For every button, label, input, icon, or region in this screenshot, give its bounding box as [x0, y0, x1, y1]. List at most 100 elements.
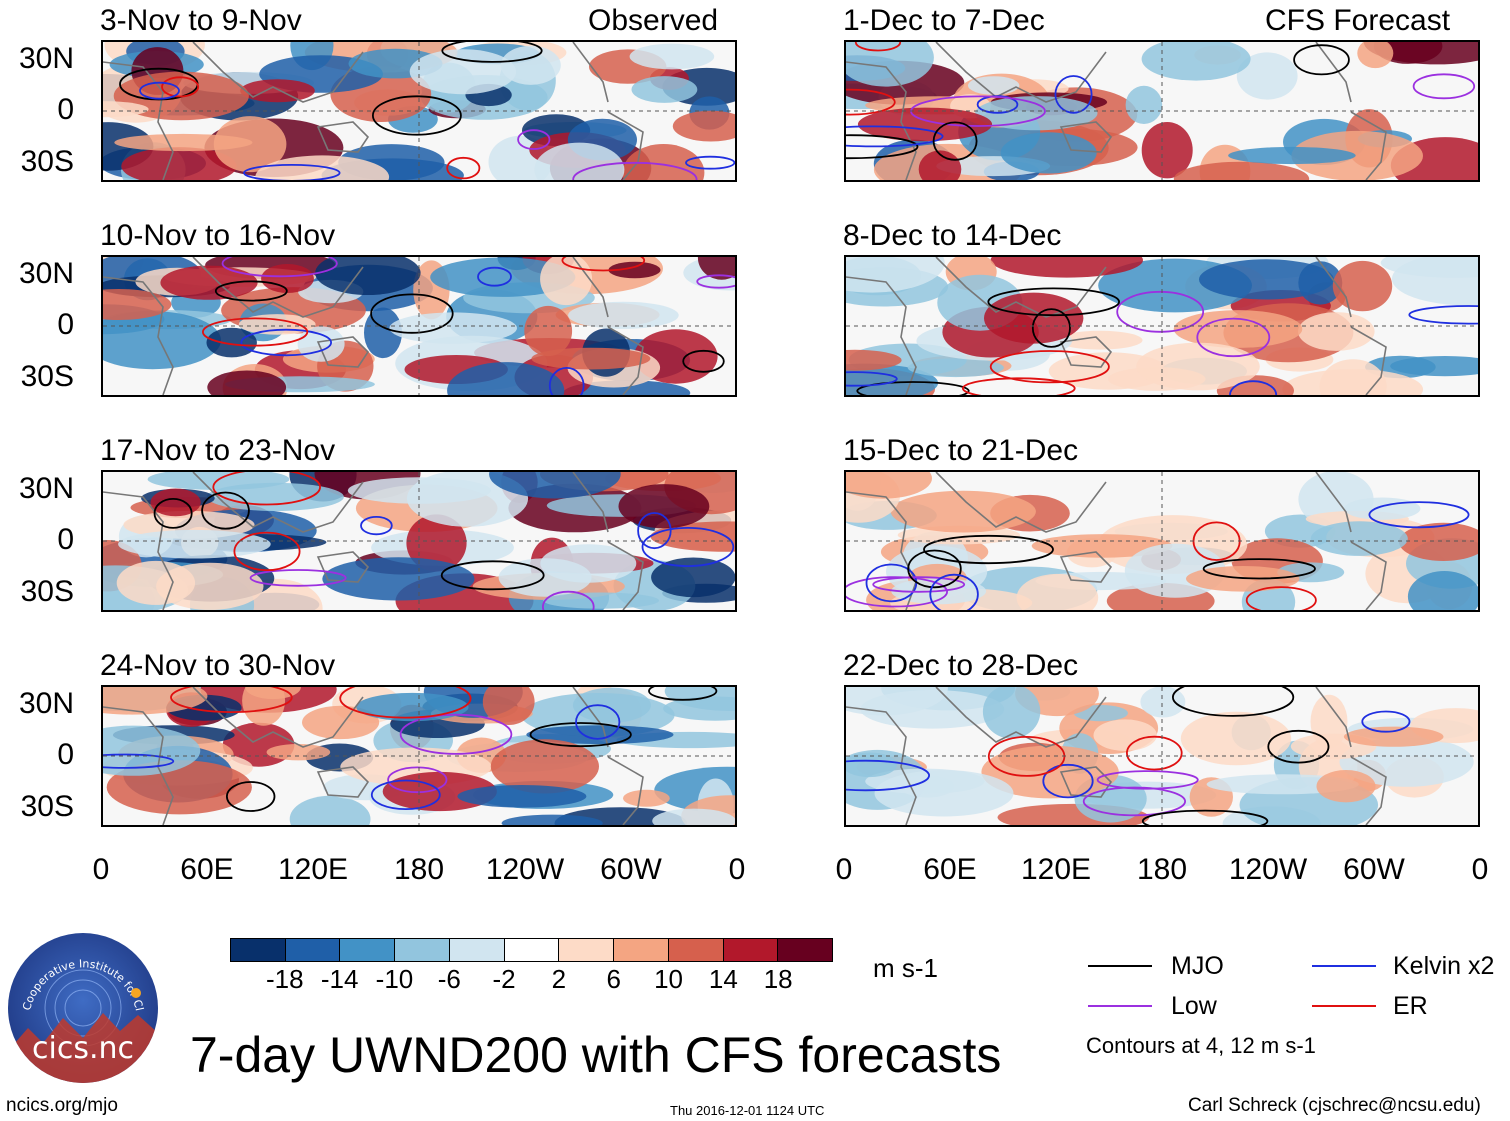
coastline [103, 276, 174, 395]
contour-line [648, 687, 718, 701]
logo-text: cics.nc [32, 1031, 134, 1066]
contour-line [170, 687, 293, 713]
contour-line [212, 472, 321, 506]
coastline [846, 491, 917, 610]
anomaly-blob [261, 264, 314, 293]
coastline [1315, 42, 1352, 103]
coastline [607, 111, 644, 180]
contour-line [872, 576, 966, 593]
anomaly-blob [846, 472, 932, 499]
colorbar [230, 938, 833, 962]
colorbar-swatch [340, 939, 396, 961]
colorbar-tick-label: -14 [320, 964, 359, 994]
contour-line [161, 76, 200, 98]
anomaly-blob [652, 808, 735, 825]
coastline [607, 756, 644, 825]
anomaly-blob [534, 142, 625, 180]
anomaly-blob [846, 257, 945, 293]
map-panel-forecast-1 [844, 40, 1480, 182]
legend-line-er [1312, 1005, 1376, 1007]
coastline [1315, 472, 1352, 533]
contour-line [477, 266, 512, 287]
anomaly-blob [207, 370, 287, 395]
contour-line [561, 257, 646, 272]
contour-line [1267, 729, 1330, 764]
contour-line [641, 527, 735, 568]
figure-title: 7-day UWND200 with CFS forecasts [190, 1027, 1002, 1083]
anomaly-blob [1380, 257, 1478, 278]
anomaly-blob [521, 693, 675, 738]
panel-title: 24-Nov to 30-Nov [100, 649, 336, 682]
coastline [572, 42, 609, 103]
observed-header: Observed [588, 4, 719, 37]
colorbar-swatch [285, 939, 341, 961]
coastline [1059, 551, 1113, 583]
coastline [935, 472, 1107, 533]
legend-label-er: ER [1393, 992, 1428, 1020]
footer-author: Carl Schreck (cjschrec@ncsu.edu) [1188, 1095, 1481, 1116]
anomaly-blob [543, 592, 659, 609]
contour-line [1293, 44, 1350, 76]
contour-line [856, 381, 970, 395]
anomaly-blob [1141, 42, 1251, 81]
anomaly-blob [490, 739, 599, 794]
contour-line [1082, 786, 1186, 817]
anomaly-blob [482, 687, 535, 725]
cics-logo: Cooperative Institute for Climate and Sa… [8, 933, 158, 1083]
anomaly-blob [526, 725, 674, 745]
x-tick-label: 0 [728, 853, 746, 886]
contour-line [371, 95, 462, 136]
x-tick-label: 60E [923, 853, 977, 886]
anomaly-blob [672, 110, 735, 142]
contour-line [387, 766, 448, 794]
contour-line [221, 257, 338, 278]
coastline [1059, 336, 1113, 368]
anomaly-blob [1031, 534, 1173, 558]
anomaly-blob [409, 49, 517, 95]
coastline [103, 706, 174, 825]
anomaly-blob [846, 752, 897, 778]
contour-line [682, 349, 725, 373]
anomaly-blob [289, 795, 371, 825]
contour-line [201, 491, 250, 530]
colorbar-tick-label: 6 [606, 964, 621, 994]
panel-title: 3-Nov to 9-Nov [100, 4, 302, 37]
coastline [1350, 541, 1387, 610]
y-tick-label: 30S [20, 360, 74, 393]
coastline [572, 257, 609, 318]
anomaly-blob [622, 144, 705, 180]
anomaly-blob [846, 42, 934, 87]
anomaly-blob [1136, 342, 1260, 391]
contour-line [529, 722, 632, 748]
anomaly-blob [457, 785, 587, 808]
legend-line-low [1088, 1005, 1152, 1007]
contour-line [1202, 558, 1316, 580]
anomaly-blob [302, 705, 380, 740]
map-panel-forecast-3 [844, 470, 1480, 612]
contour-line [637, 512, 672, 550]
anomaly-blob [160, 265, 258, 300]
contour-line [846, 576, 948, 608]
contour-line [1361, 710, 1411, 733]
x-tick-label: 0 [92, 853, 110, 886]
anomaly-blob [103, 725, 201, 776]
contour-line [929, 573, 979, 610]
anomaly-blob [623, 789, 670, 807]
colorbar-swatch [614, 939, 669, 961]
coastline [607, 326, 644, 395]
contour-line [1172, 687, 1295, 717]
footer-url[interactable]: ncics.org/mjo [6, 1095, 118, 1116]
contour-line [360, 515, 393, 536]
contour-line [399, 713, 513, 755]
colorbar-swatch [504, 939, 560, 961]
contour-line [548, 367, 585, 395]
panel-title: 15-Dec to 21-Dec [843, 434, 1079, 467]
coastline [935, 257, 1107, 318]
anomaly-blob [697, 257, 735, 280]
anomaly-blob [1390, 356, 1478, 377]
anomaly-blob [918, 150, 962, 180]
units-label: m s-1 [873, 953, 938, 983]
contour-line [1096, 770, 1199, 790]
coastline [1350, 111, 1387, 180]
forecast-header: CFS Forecast [1265, 4, 1451, 37]
